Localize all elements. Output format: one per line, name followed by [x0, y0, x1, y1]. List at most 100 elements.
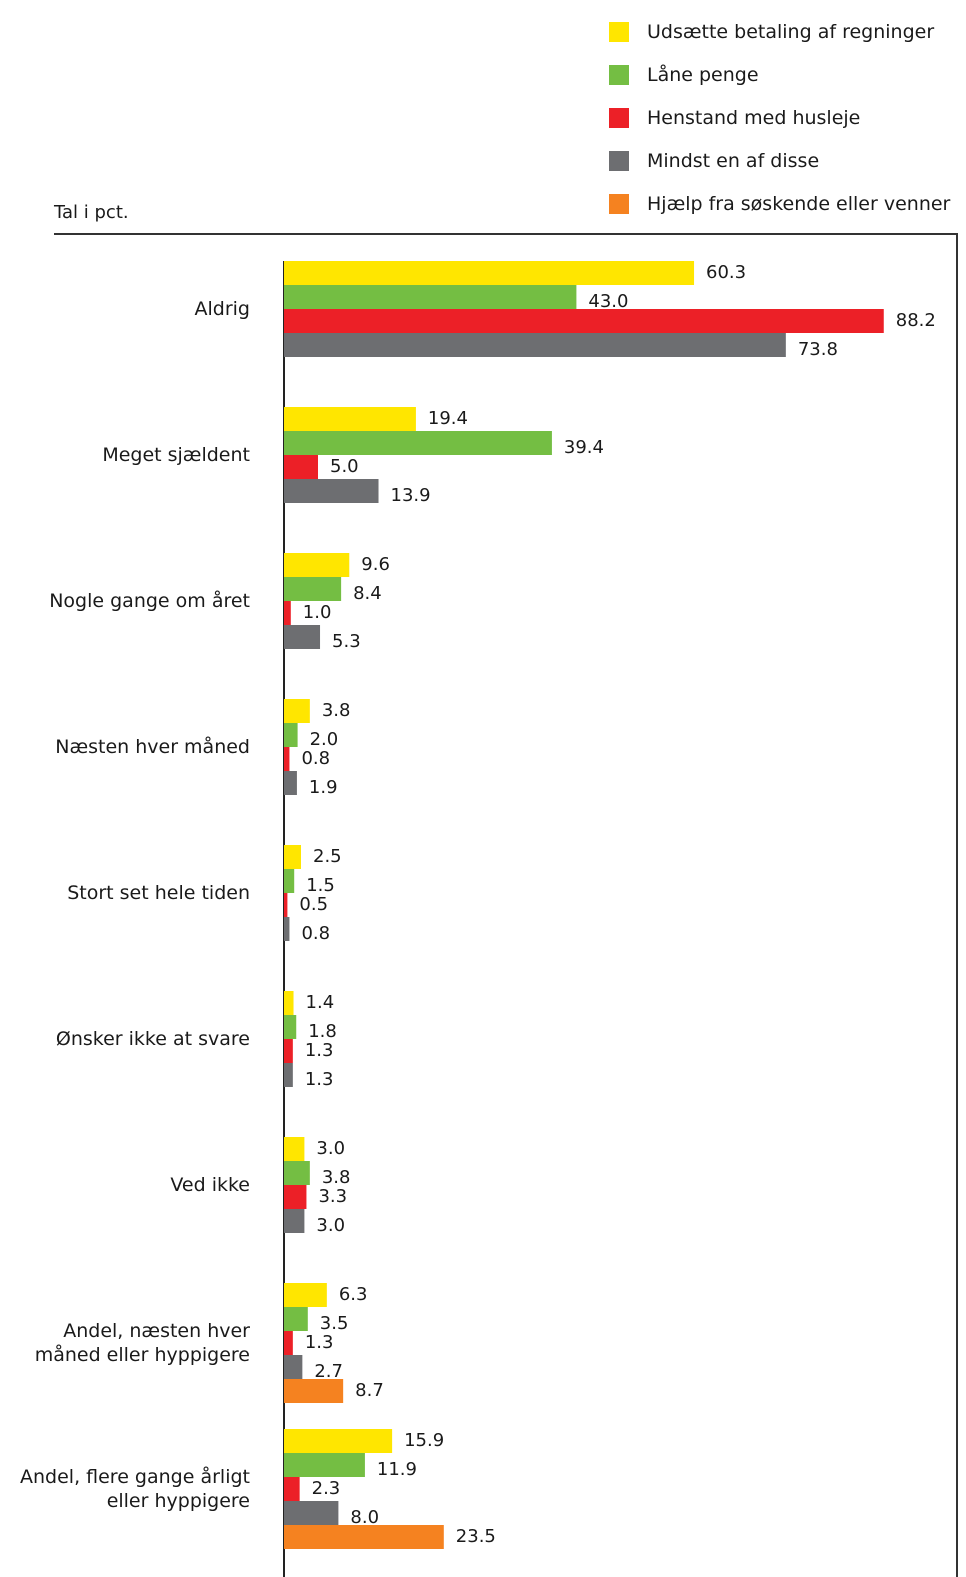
right-border [956, 233, 958, 1577]
data-label: 2.3 [312, 1478, 341, 1499]
legend-swatch [609, 64, 629, 85]
bar [284, 455, 318, 479]
bar [284, 699, 310, 723]
legend-label: Henstand med husleje [647, 106, 861, 129]
legend-swatch [609, 21, 629, 42]
category-label: Andel, næsten hver måned eller hyppigere [34, 1320, 250, 1366]
data-label: 1.8 [308, 1021, 337, 1042]
data-label: 23.5 [456, 1526, 496, 1547]
bar [284, 1039, 293, 1063]
bar [284, 577, 342, 601]
bar [284, 285, 577, 309]
data-label: 0.5 [299, 894, 328, 915]
data-label: 1.3 [305, 1069, 334, 1090]
bar [284, 407, 416, 431]
bar [284, 1525, 444, 1549]
data-label: 2.5 [313, 846, 342, 867]
bar [284, 1331, 293, 1355]
bar [284, 1209, 305, 1233]
data-label: 2.7 [314, 1361, 343, 1382]
data-label: 1.9 [309, 777, 338, 798]
data-label: 60.3 [706, 262, 746, 283]
legend-label: Mindst en af disse [647, 149, 820, 172]
top-border [54, 233, 958, 235]
bar [284, 1185, 307, 1209]
category-label: Ved ikke [170, 1174, 250, 1196]
bar [284, 1453, 365, 1477]
data-label: 6.3 [339, 1284, 368, 1305]
bar [284, 1161, 310, 1185]
legend-item: Låne penge [609, 53, 950, 96]
bar [284, 1137, 305, 1161]
bar [284, 333, 786, 357]
data-label: 1.3 [305, 1332, 334, 1353]
bar [284, 991, 294, 1015]
bar [284, 1355, 303, 1379]
category-label: Stort set hele tiden [67, 882, 250, 904]
data-label: 3.0 [316, 1215, 345, 1236]
data-label: 2.0 [310, 729, 339, 750]
bar [284, 309, 884, 333]
unit-label: Tal i pct. [54, 202, 129, 223]
bar [284, 1379, 344, 1403]
bar [284, 431, 552, 455]
legend-item: Udsætte betaling af regninger [609, 10, 950, 53]
data-label: 1.3 [305, 1040, 334, 1061]
bar [284, 1477, 300, 1501]
bar [284, 869, 295, 893]
data-label: 39.4 [564, 437, 604, 458]
bar [284, 625, 321, 649]
bar [284, 479, 379, 503]
category-label: Meget sjældent [102, 444, 250, 466]
data-label: 0.8 [301, 923, 330, 944]
data-label: 8.0 [350, 1507, 379, 1528]
data-label: 9.6 [361, 554, 390, 575]
bar [284, 771, 297, 795]
legend-swatch [609, 193, 629, 214]
legend-label: Udsætte betaling af regninger [647, 20, 935, 43]
data-label: 3.3 [318, 1186, 347, 1207]
legend-swatch [609, 107, 629, 128]
bar [284, 1283, 327, 1307]
bar [284, 1429, 393, 1453]
data-label: 1.4 [306, 992, 335, 1013]
data-label: 8.4 [353, 583, 382, 604]
data-label: 88.2 [896, 310, 936, 331]
data-label: 8.7 [355, 1380, 384, 1401]
category-label: Aldrig [194, 298, 251, 320]
data-label: 73.8 [798, 339, 838, 360]
legend-item: Henstand med husleje [609, 96, 950, 139]
category-label: Andel, flere gange årligt eller hyppiger… [20, 1466, 250, 1512]
data-label: 3.8 [322, 1167, 351, 1188]
category-label: Næsten hver måned [55, 736, 250, 758]
data-label: 1.0 [303, 602, 332, 623]
bar [284, 601, 291, 625]
data-label: 0.8 [301, 748, 330, 769]
data-label: 3.5 [320, 1313, 349, 1334]
bar [284, 1307, 308, 1331]
legend: Udsætte betaling af regninger Låne penge H… [609, 10, 950, 225]
legend-label: Låne penge [647, 63, 759, 86]
data-label: 3.0 [316, 1138, 345, 1159]
bar [284, 893, 288, 917]
legend-label: Hjælp fra søskende eller venner [647, 192, 951, 215]
data-label: 5.3 [332, 631, 361, 652]
data-label: 11.9 [377, 1459, 417, 1480]
bar [284, 1063, 293, 1087]
bar [284, 1501, 339, 1525]
bar [284, 747, 290, 771]
category-label: Ønsker ikke at svare [55, 1028, 250, 1050]
legend-swatch [609, 150, 629, 171]
bar [284, 845, 301, 869]
data-label: 1.5 [306, 875, 335, 896]
data-label: 43.0 [588, 291, 628, 312]
data-label: 3.8 [322, 700, 351, 721]
bar [284, 917, 290, 941]
legend-item: Hjælp fra søskende eller venner [609, 182, 950, 225]
legend-item: Mindst en af disse [609, 139, 950, 182]
bar [284, 261, 695, 285]
category-label: Nogle gange om året [49, 590, 250, 612]
data-label: 13.9 [391, 485, 431, 506]
data-label: 5.0 [330, 456, 359, 477]
